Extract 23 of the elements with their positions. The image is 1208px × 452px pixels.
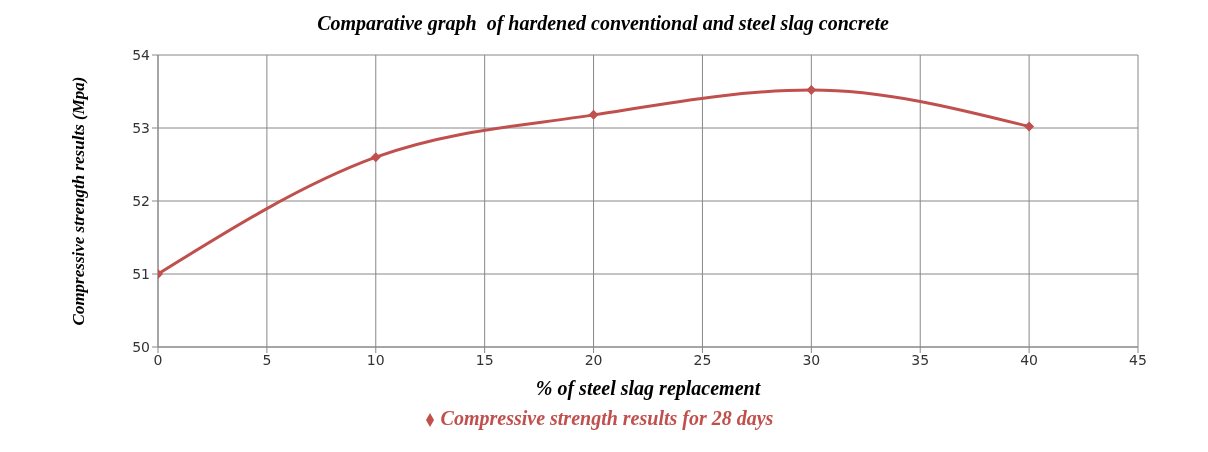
legend-label: Compressive strength results for 28 days bbox=[440, 407, 774, 429]
x-tick-label: 0 bbox=[153, 351, 163, 368]
point bbox=[1024, 121, 1035, 132]
y-tick-label: 54 bbox=[132, 46, 151, 63]
y-tick-label: 51 bbox=[132, 265, 150, 282]
x-tick-label: 5 bbox=[262, 351, 272, 368]
x-tick-label: 45 bbox=[1129, 351, 1147, 368]
y-axis-title: Compressive strength results (Mpa) bbox=[69, 76, 89, 326]
y-tick-label: 50 bbox=[132, 338, 150, 355]
x-tick-label: 40 bbox=[1020, 351, 1039, 368]
x-axis-title: % of steel slag replacement bbox=[535, 377, 762, 400]
x-tick-label: 15 bbox=[475, 351, 494, 368]
x-tick-label: 10 bbox=[366, 351, 385, 368]
x-tick-label: 20 bbox=[584, 351, 603, 368]
point bbox=[370, 152, 381, 163]
y-tick-label: 53 bbox=[132, 119, 150, 136]
x-tick-label: 35 bbox=[911, 351, 930, 368]
y-tick-label: 52 bbox=[132, 192, 150, 209]
chart-title: Comparative graph of hardened conventional and steel slag concrete bbox=[316, 12, 890, 35]
x-tick-label: 30 bbox=[802, 351, 821, 368]
x-tick-label: 25 bbox=[693, 351, 712, 368]
point bbox=[806, 85, 817, 96]
point bbox=[588, 109, 599, 120]
